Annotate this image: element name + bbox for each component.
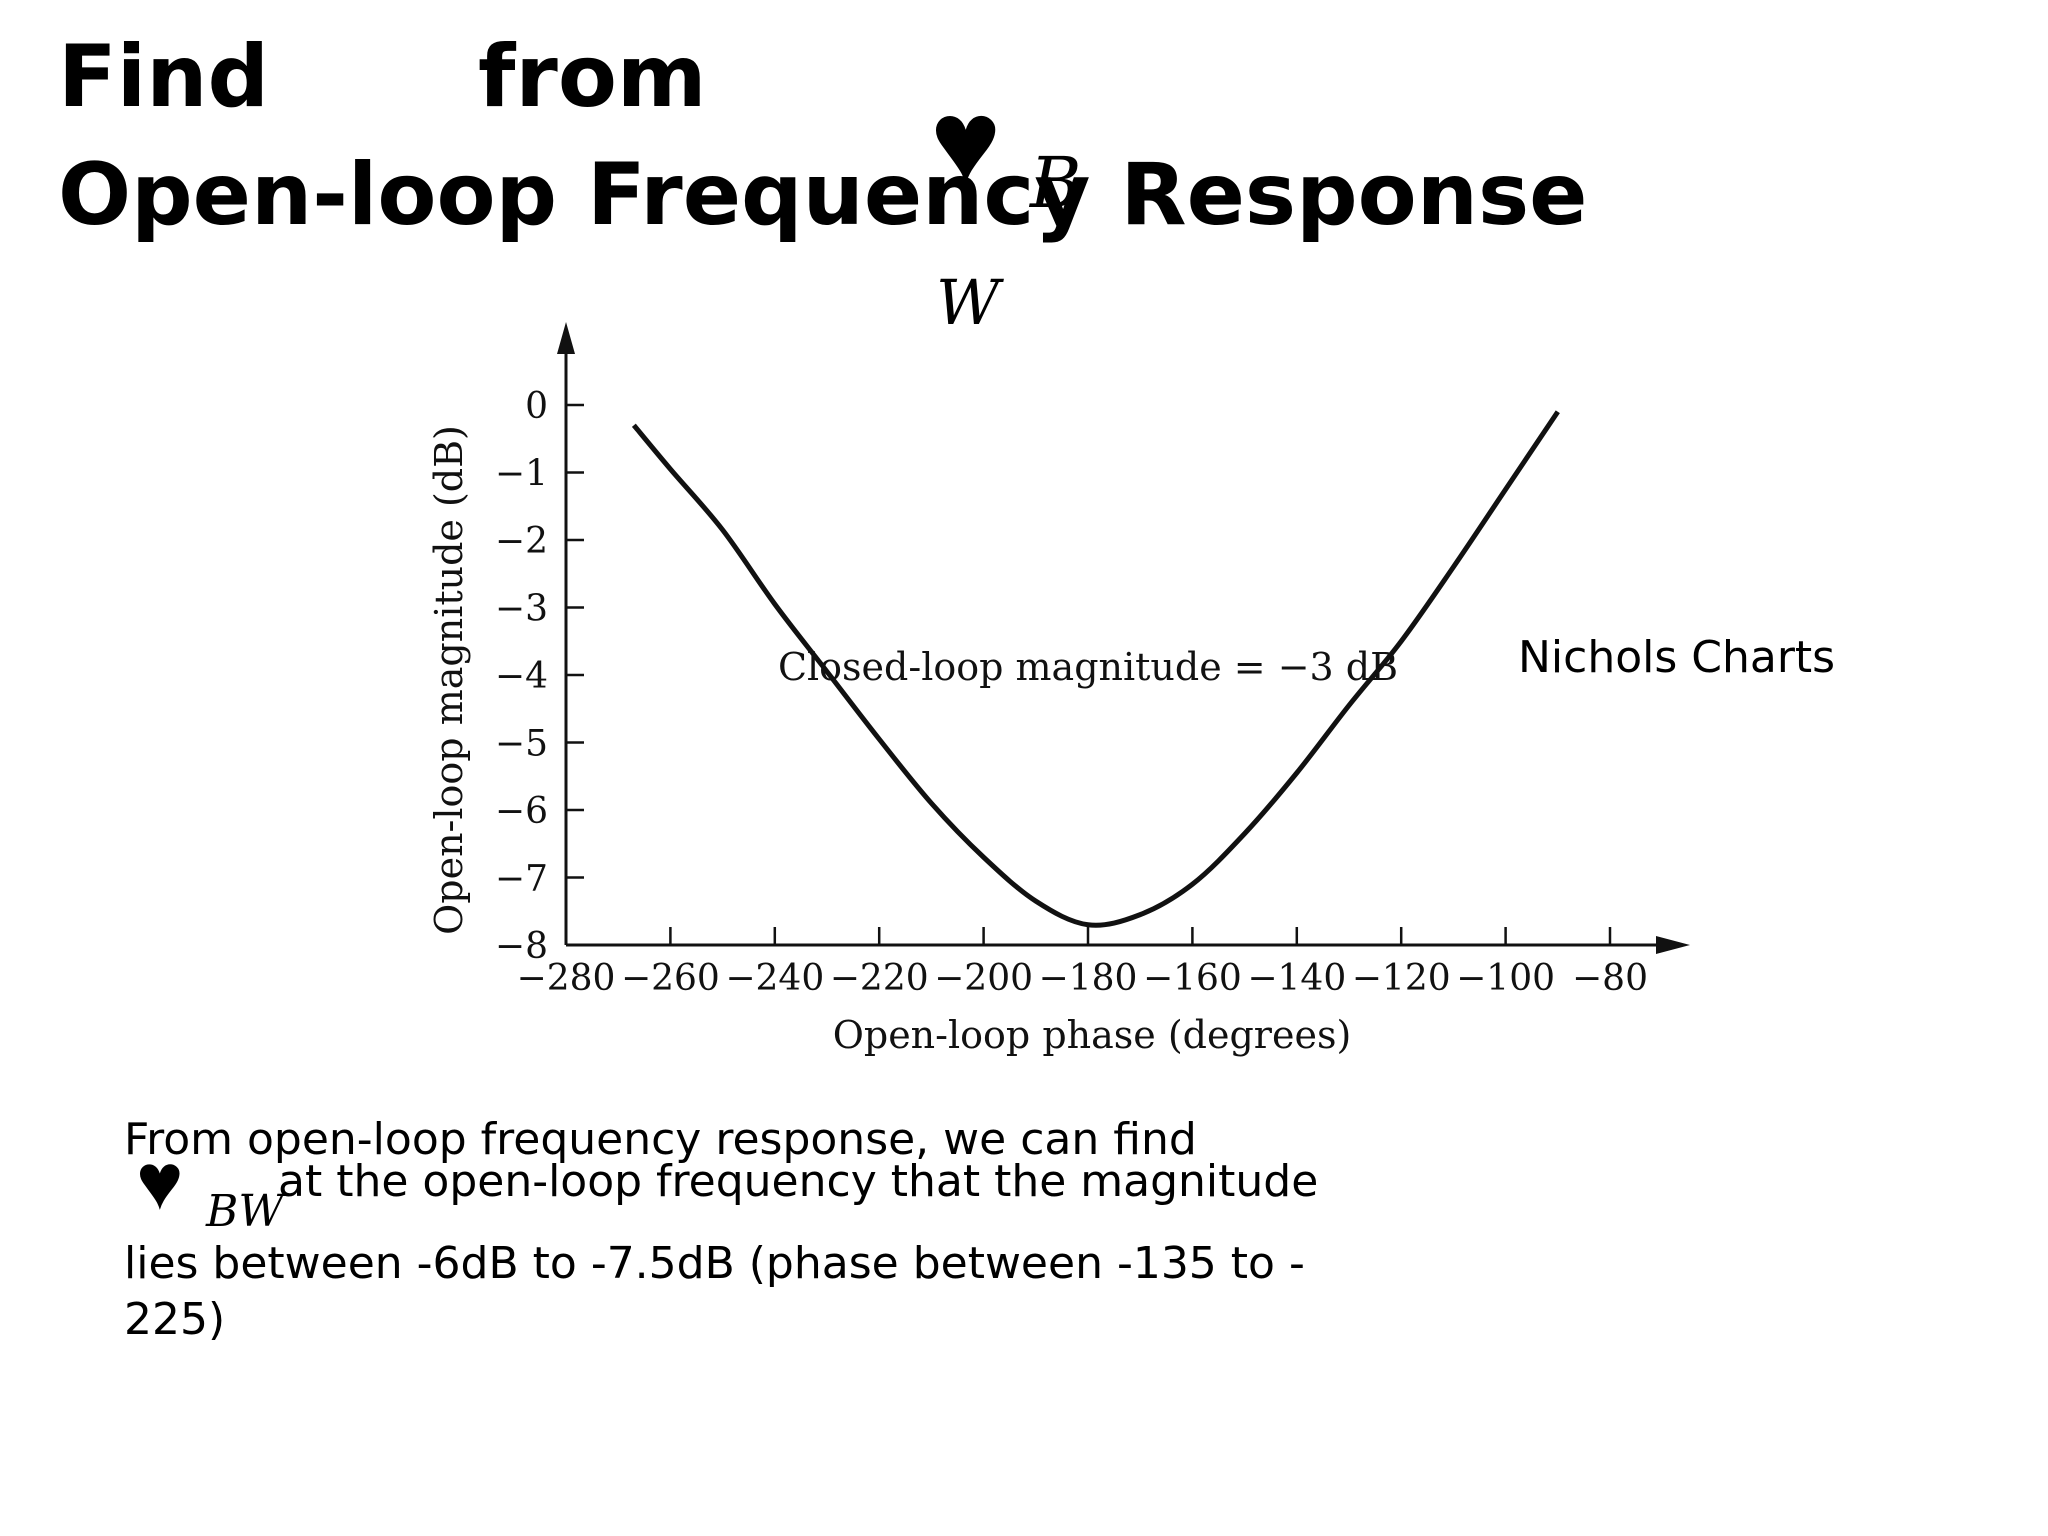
series-line [631, 410, 1560, 928]
x-tick-label: −140 [1247, 958, 1346, 999]
omega-subscript-b: B [1030, 142, 1082, 224]
omega-symbol-title: ♥ [930, 75, 1002, 209]
chart-ticks: −280 −260 −240 −220 −200 −180 −160 −140 −120 −100… [495, 386, 1648, 999]
x-tick-label: −220 [830, 958, 929, 999]
x-tick-label: −120 [1352, 958, 1451, 999]
x-tick-label: −180 [1039, 958, 1138, 999]
x-axis-arrow [1656, 936, 1690, 954]
y-tick-label: −7 [495, 859, 548, 900]
chart-axes [557, 322, 1690, 954]
y-axis-label: Open-loop magnitude (dB) [427, 425, 471, 935]
y-tick-label: −8 [495, 926, 548, 967]
title-open-loop-frequency-response: Open-loop Frequency Response [58, 145, 1588, 245]
title-find: Find [58, 27, 270, 127]
y-tick-label: −3 [495, 589, 548, 630]
paragraph-line-2: at the open-loop frequency that the magn… [278, 1156, 1319, 1207]
x-tick-label: −100 [1456, 958, 1555, 999]
paragraph-line-4: 225) [124, 1294, 226, 1345]
omega-subscript-w: W [936, 266, 1000, 339]
x-tick-label: −80 [1572, 958, 1648, 999]
y-tick-label: −4 [495, 656, 548, 697]
y-tick-label: −1 [495, 454, 548, 495]
title-from: from [478, 27, 707, 127]
x-axis-label: Open-loop phase (degrees) [833, 1013, 1352, 1057]
y-tick-label: −2 [495, 521, 548, 562]
omega-subscript-bw: BW [206, 1186, 284, 1237]
nichols-charts-label: Nichols Charts [1518, 632, 1836, 683]
y-tick-label: −6 [495, 791, 548, 832]
x-tick-label: −160 [1143, 958, 1242, 999]
chart-series [631, 410, 1560, 928]
paragraph-line-1: From open-loop frequency response, we ca… [124, 1114, 1197, 1165]
x-tick-label: −260 [621, 958, 720, 999]
y-axis-arrow [557, 322, 575, 354]
paragraph-line-3: lies between -6dB to -7.5dB (phase betwe… [124, 1238, 1305, 1289]
x-tick-label: −280 [517, 958, 616, 999]
chart-annotation: Closed-loop magnitude = −3 dB [778, 645, 1398, 689]
y-tick-label: −5 [495, 724, 548, 765]
x-tick-label: −240 [725, 958, 824, 999]
x-tick-label: −200 [934, 958, 1033, 999]
omega-symbol-paragraph: ♥ [136, 1137, 184, 1226]
y-tick-label: 0 [525, 386, 548, 427]
